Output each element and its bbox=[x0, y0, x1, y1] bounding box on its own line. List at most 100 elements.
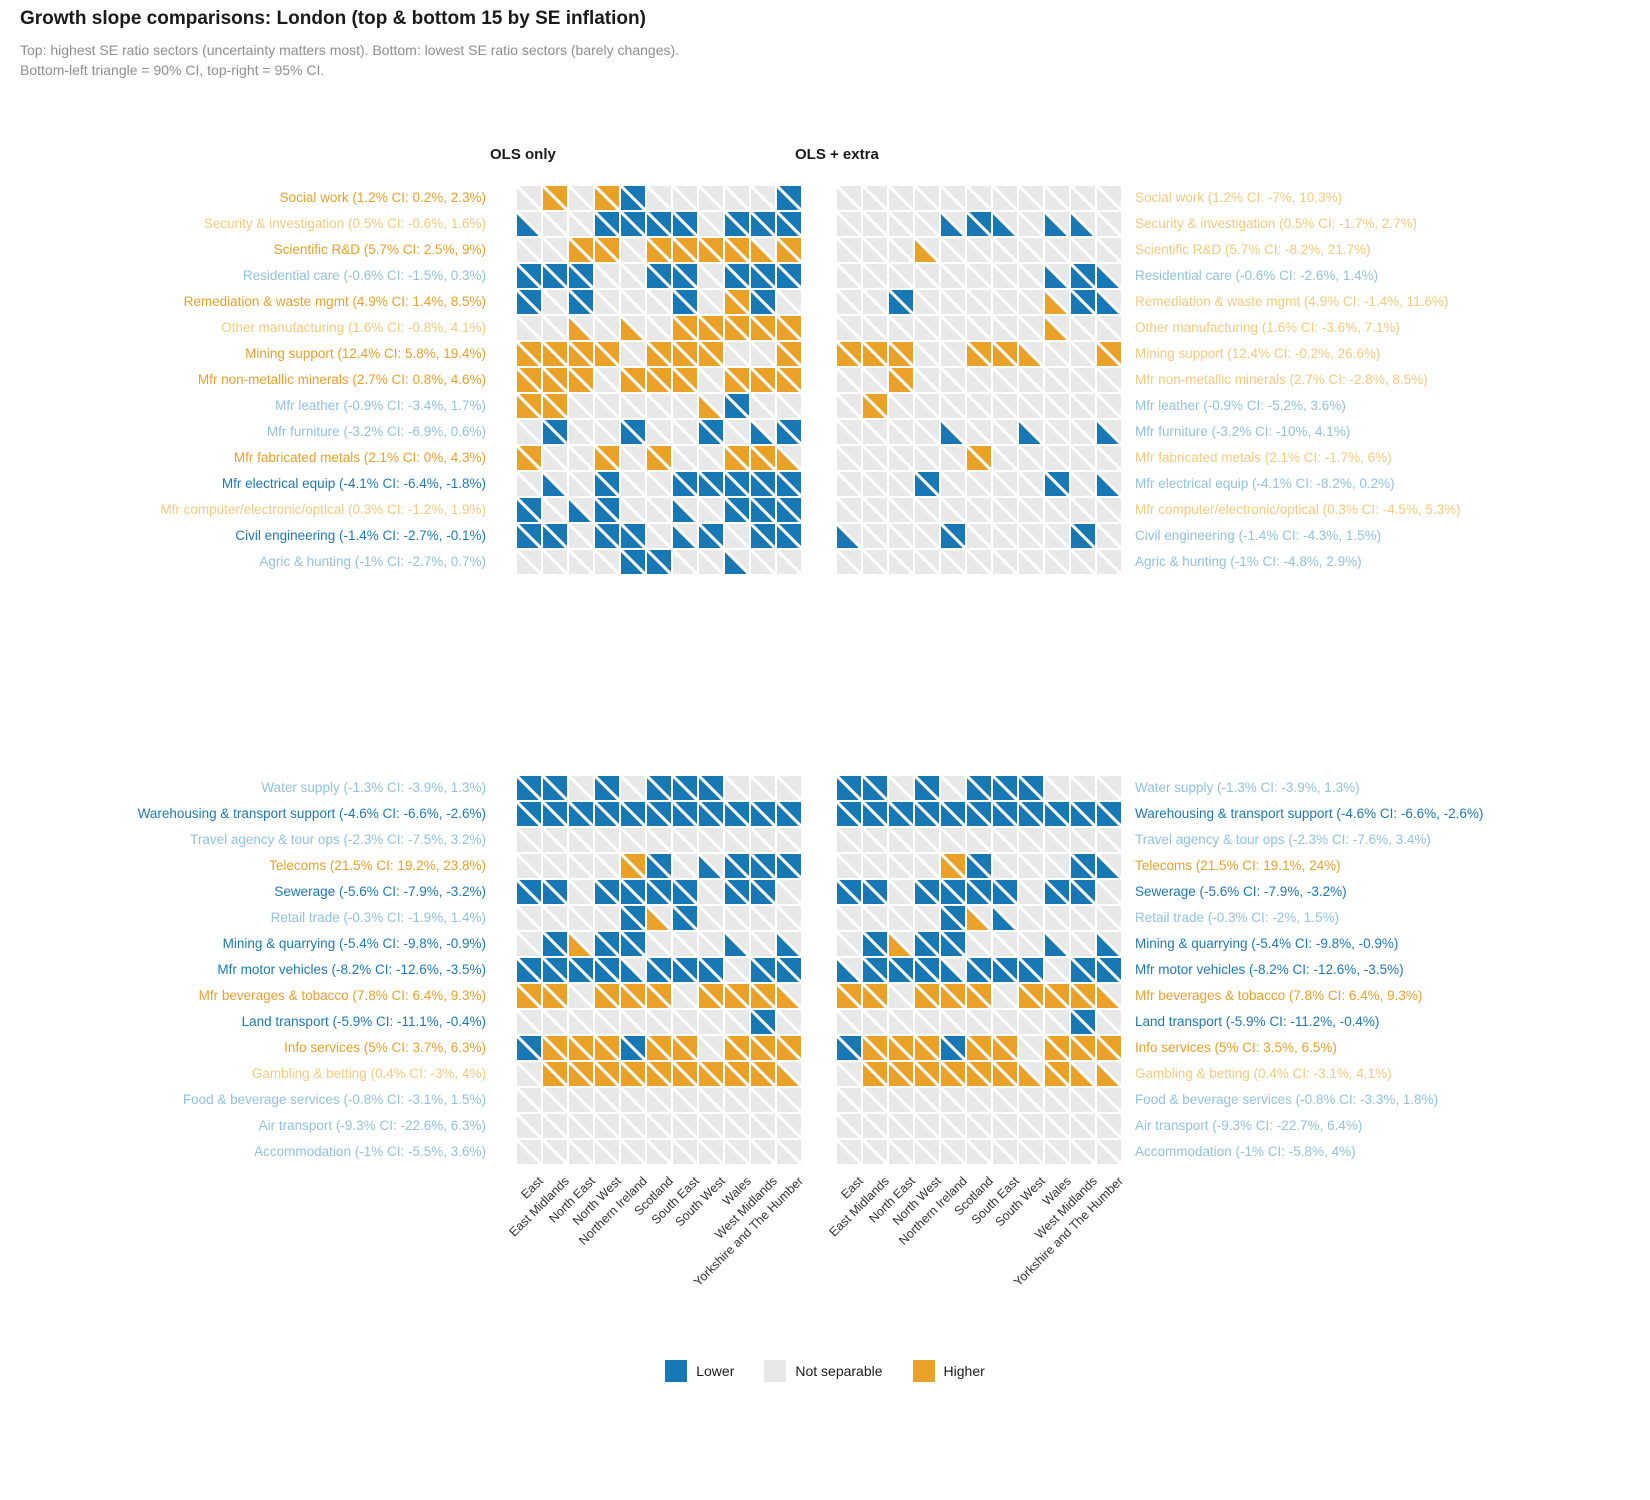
heatmap-top-ols-only bbox=[516, 185, 802, 575]
heatmap-cell bbox=[836, 1061, 862, 1087]
heatmap-cell bbox=[914, 471, 940, 497]
legend: Lower Not separable Higher bbox=[0, 1360, 1650, 1382]
heatmap-cell bbox=[914, 419, 940, 445]
heatmap-cell bbox=[836, 263, 862, 289]
heatmap-cell bbox=[620, 801, 646, 827]
sector-label: Warehousing & transport support (-4.6% C… bbox=[1135, 806, 1484, 821]
sector-label: Residential care (-0.6% CI: -2.6%, 1.4%) bbox=[1135, 268, 1379, 283]
heatmap-cell bbox=[724, 367, 750, 393]
heatmap-cell bbox=[914, 931, 940, 957]
heatmap-cell bbox=[698, 315, 724, 341]
heatmap-cell bbox=[888, 853, 914, 879]
heatmap-cell bbox=[646, 1139, 672, 1165]
panel-header-ols-extra: OLS + extra bbox=[795, 146, 879, 163]
heatmap-cell bbox=[836, 185, 862, 211]
heatmap-cell bbox=[1044, 341, 1070, 367]
heatmap-cell bbox=[646, 775, 672, 801]
heatmap-cell bbox=[750, 185, 776, 211]
heatmap-cell bbox=[542, 263, 568, 289]
legend-swatch-icon bbox=[764, 1360, 787, 1382]
heatmap-cell bbox=[698, 471, 724, 497]
heatmap-cell bbox=[594, 497, 620, 523]
heatmap-cell bbox=[568, 983, 594, 1009]
heatmap-cell bbox=[698, 1087, 724, 1113]
heatmap-cell bbox=[862, 445, 888, 471]
heatmap-cell bbox=[1070, 853, 1096, 879]
heatmap-cell bbox=[724, 1087, 750, 1113]
heatmap-cell bbox=[568, 853, 594, 879]
heatmap-cell bbox=[750, 1139, 776, 1165]
heatmap-cell bbox=[724, 445, 750, 471]
heatmap-cell bbox=[620, 237, 646, 263]
heatmap-cell bbox=[992, 801, 1018, 827]
heatmap-cell bbox=[594, 263, 620, 289]
heatmap-cell bbox=[594, 905, 620, 931]
heatmap-cell bbox=[992, 957, 1018, 983]
heatmap-cell bbox=[568, 393, 594, 419]
heatmap-cell bbox=[1070, 801, 1096, 827]
heatmap-cell bbox=[542, 879, 568, 905]
heatmap-cell bbox=[888, 1113, 914, 1139]
heatmap-cell bbox=[698, 185, 724, 211]
heatmap-cell bbox=[992, 879, 1018, 905]
heatmap-cell bbox=[1096, 523, 1122, 549]
heatmap-cell bbox=[888, 957, 914, 983]
heatmap-cell bbox=[1018, 263, 1044, 289]
heatmap-cell bbox=[862, 775, 888, 801]
heatmap-cell bbox=[542, 905, 568, 931]
sector-label: Residential care (-0.6% CI: -1.5%, 0.3%) bbox=[242, 268, 486, 283]
heatmap-cell bbox=[888, 1087, 914, 1113]
heatmap-cell bbox=[862, 905, 888, 931]
heatmap-cell bbox=[776, 185, 802, 211]
heatmap-cell bbox=[672, 523, 698, 549]
heatmap-cell bbox=[724, 1139, 750, 1165]
heatmap-cell bbox=[646, 523, 672, 549]
sector-label: Air transport (-9.3% CI: -22.7%, 6.4%) bbox=[1135, 1118, 1363, 1133]
heatmap-cell bbox=[594, 237, 620, 263]
heatmap-cell bbox=[776, 289, 802, 315]
heatmap-cell bbox=[836, 237, 862, 263]
heatmap-cell bbox=[750, 827, 776, 853]
heatmap-cell bbox=[888, 341, 914, 367]
heatmap-cell bbox=[516, 263, 542, 289]
heatmap-cell bbox=[966, 185, 992, 211]
heatmap-cell bbox=[620, 827, 646, 853]
sector-label: Civil engineering (-1.4% CI: -2.7%, -0.1… bbox=[235, 528, 486, 543]
heatmap-cell bbox=[1044, 497, 1070, 523]
sector-label: Mfr motor vehicles (-8.2% CI: -12.6%, -3… bbox=[1135, 962, 1404, 977]
heatmap-cell bbox=[914, 1087, 940, 1113]
heatmap-cell bbox=[1096, 1113, 1122, 1139]
heatmap-cell bbox=[1096, 185, 1122, 211]
heatmap-cell bbox=[542, 471, 568, 497]
heatmap-cell bbox=[750, 367, 776, 393]
heatmap-cell bbox=[1096, 1139, 1122, 1165]
heatmap-cell bbox=[724, 827, 750, 853]
heatmap-cell bbox=[888, 775, 914, 801]
heatmap-cell bbox=[966, 549, 992, 575]
heatmap-cell bbox=[516, 1061, 542, 1087]
heatmap-cell bbox=[516, 1087, 542, 1113]
heatmap-cell bbox=[914, 879, 940, 905]
heatmap-cell bbox=[646, 185, 672, 211]
heatmap-cell bbox=[672, 983, 698, 1009]
heatmap-cell bbox=[568, 957, 594, 983]
heatmap-cell bbox=[966, 471, 992, 497]
heatmap-cell bbox=[914, 211, 940, 237]
heatmap-cell bbox=[888, 827, 914, 853]
heatmap-cell bbox=[750, 549, 776, 575]
heatmap-cell bbox=[966, 393, 992, 419]
heatmap-cell bbox=[594, 341, 620, 367]
heatmap-cell bbox=[672, 419, 698, 445]
heatmap-cell bbox=[568, 931, 594, 957]
heatmap-cell bbox=[836, 289, 862, 315]
heatmap-cell bbox=[914, 905, 940, 931]
heatmap-cell bbox=[516, 211, 542, 237]
heatmap-cell bbox=[862, 315, 888, 341]
heatmap-cell bbox=[724, 775, 750, 801]
heatmap-cell bbox=[888, 801, 914, 827]
heatmap-cell bbox=[620, 341, 646, 367]
heatmap-cell bbox=[750, 393, 776, 419]
heatmap-cell bbox=[776, 315, 802, 341]
sector-label: Mfr electrical equip (-4.1% CI: -8.2%, 0… bbox=[1135, 476, 1395, 491]
heatmap-cell bbox=[698, 289, 724, 315]
